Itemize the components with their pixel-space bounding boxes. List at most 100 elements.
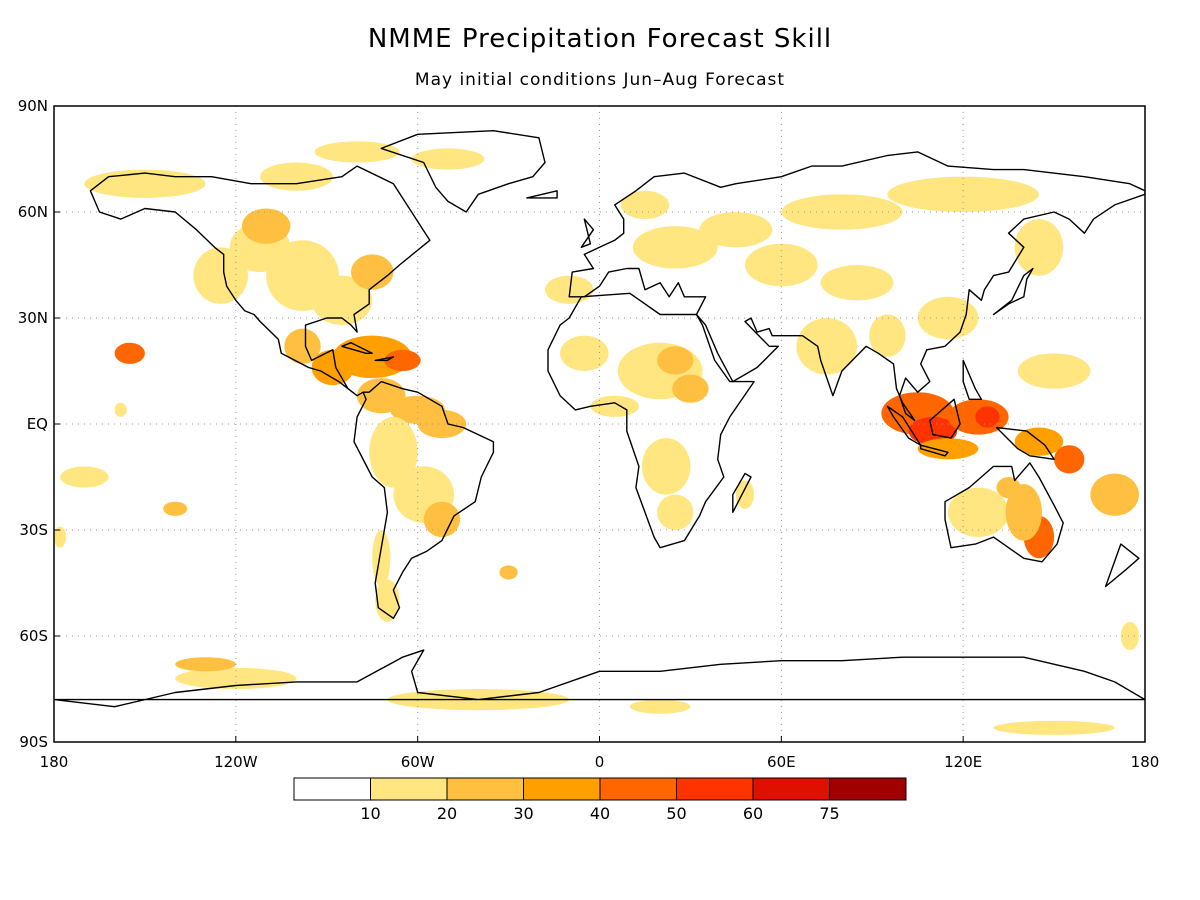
colorbar-bin-3 [523, 777, 601, 801]
skill-region-45 [869, 314, 906, 357]
coastline-9 [995, 426, 1055, 460]
lon-tick-label: 120W [214, 753, 258, 771]
colorbar-bin-4 [599, 777, 677, 801]
colorbar-label: 75 [819, 804, 839, 823]
skill-region-22 [114, 342, 145, 364]
skill-region-5 [241, 208, 291, 244]
lon-tick-label: 180 [40, 753, 69, 771]
skill-region-53 [1014, 427, 1064, 456]
skill-region-25 [163, 501, 188, 516]
skill-region-7 [260, 162, 333, 191]
skill-region-8 [314, 141, 400, 163]
skill-region-37 [657, 494, 694, 530]
coastline-10 [962, 359, 983, 400]
coastline-7 [929, 398, 961, 439]
coastline-4 [944, 462, 1064, 563]
map-title: NMME Precipitation Forecast Skill [367, 24, 833, 54]
skill-region-62 [629, 699, 691, 714]
coastline-0 [89, 165, 495, 619]
skill-region-41 [781, 194, 903, 230]
lon-tick-label: 120E [944, 753, 982, 771]
colorbar-label: 40 [590, 804, 610, 823]
skill-region-63 [993, 720, 1115, 735]
coastline-11 [992, 267, 1034, 316]
coastline-1 [380, 130, 546, 213]
skill-region-19 [423, 501, 461, 538]
skill-region-56 [948, 487, 1009, 538]
skill-region-13 [384, 349, 421, 371]
coastline-6 [886, 405, 922, 446]
colorbar-bin-7 [829, 777, 907, 801]
lat-tick-label: EQ [27, 415, 48, 433]
colorbar-label: 30 [513, 804, 533, 823]
skill-region-35 [590, 395, 639, 417]
lon-tick-label: 0 [595, 753, 605, 771]
skill-region-44 [796, 318, 858, 375]
skill-region-0 [193, 247, 248, 304]
skill-region-26 [499, 565, 518, 580]
skill-region-49 [908, 416, 958, 446]
colorbar-bin-1 [370, 777, 448, 801]
colorbar-bin-2 [446, 777, 524, 801]
skill-region-20 [372, 530, 391, 587]
skill-region-9 [411, 148, 485, 170]
skill-region-39 [744, 243, 818, 287]
skill-region-65 [1120, 621, 1139, 651]
skill-region-47 [1017, 353, 1091, 389]
coastline-17 [374, 356, 395, 362]
skill-region-54 [1054, 445, 1085, 474]
skill-region-36 [641, 438, 691, 495]
lat-tick-label: 90N [18, 97, 48, 115]
colorbar: 10 20 30 40 50 60 75 [293, 777, 907, 823]
skill-region-30 [620, 190, 670, 220]
coastline-3 [547, 292, 755, 549]
skill-region-42 [887, 176, 1039, 212]
skill-region-23 [114, 402, 127, 417]
lat-tick-label: 60N [18, 203, 48, 221]
coastline-13 [526, 190, 558, 199]
skill-region-66 [54, 526, 67, 548]
colorbar-bin-0 [293, 777, 371, 801]
skill-region-64 [175, 657, 236, 672]
lon-tick-label: 60W [401, 753, 435, 771]
lat-tick-label: 60S [19, 627, 48, 645]
coastline-12 [580, 218, 595, 248]
gridlines [54, 106, 1145, 742]
skill-region-4 [350, 254, 394, 290]
skill-region-31 [560, 335, 609, 372]
colorbar-bin-6 [752, 777, 830, 801]
colorbar-bin-5 [676, 777, 754, 801]
coastline-16 [341, 342, 373, 354]
skill-region-16 [369, 416, 418, 488]
lat-tick-label: 30S [19, 521, 48, 539]
skill-region-59 [996, 477, 1021, 499]
skill-region-10 [284, 328, 321, 364]
coastline-14 [732, 472, 752, 513]
skill-region-6 [84, 169, 206, 198]
map-subtitle: May initial conditions Jun–Aug Forecast [414, 70, 786, 90]
colorbar-label: 50 [666, 804, 686, 823]
skill-region-55 [1090, 473, 1139, 516]
colorbar-label: 10 [360, 804, 380, 823]
lon-tick-label: 180 [1131, 753, 1160, 771]
coastline-5 [54, 649, 1145, 708]
latitude-tick-labels: 90N 60N 30N EQ 30S 60S 90S [18, 97, 60, 751]
lat-tick-label: 30N [18, 309, 48, 327]
lat-tick-label: 90S [19, 733, 48, 751]
skill-region-38 [735, 480, 755, 509]
lon-tick-label: 60E [767, 753, 796, 771]
coastline-8 [920, 444, 949, 457]
skill-region-33 [657, 346, 694, 375]
skill-region-40 [820, 265, 894, 301]
skill-region-43 [1014, 219, 1064, 276]
skill-region-24 [60, 466, 109, 488]
skill-region-29 [699, 212, 773, 248]
skill-region-27 [544, 275, 594, 304]
skill-region-34 [672, 374, 709, 403]
colorbar-label: 60 [743, 804, 763, 823]
skill-region-28 [632, 226, 718, 269]
longitude-tick-labels: 180 120W 60W 0 60E 120E 180 [40, 736, 1160, 771]
coastline-15 [1104, 543, 1140, 588]
colorbar-label: 20 [437, 804, 457, 823]
